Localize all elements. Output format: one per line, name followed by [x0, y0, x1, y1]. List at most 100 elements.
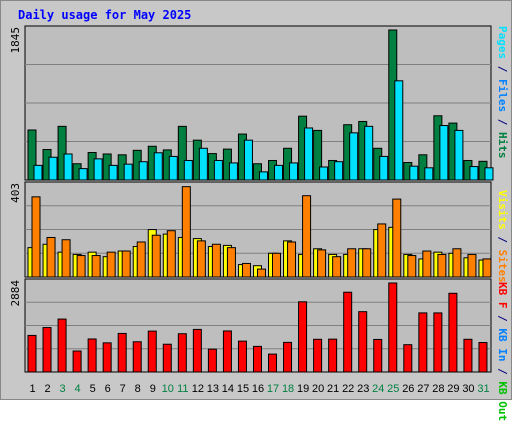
legend-entry: /: [496, 59, 509, 79]
day-label: 27: [417, 383, 429, 395]
bar-kbytes-kb-f: [207, 348, 217, 373]
bar-kbytes-kb-f: [328, 338, 338, 373]
bar-kbytes-kb-f: [388, 282, 398, 373]
bar-hits-files: [439, 125, 449, 181]
panel-sites-ymax-label: 403: [9, 183, 22, 203]
bar-sites-sites: [407, 255, 417, 278]
bar-sites-sites: [106, 251, 116, 278]
legend-entry: /: [496, 308, 509, 329]
day-label: 29: [447, 383, 459, 395]
day-label: 2: [44, 383, 50, 395]
bar-kbytes-kb-f: [237, 340, 247, 373]
bar-sites-sites: [482, 258, 492, 278]
bar-sites-sites: [377, 223, 387, 278]
bar-kbytes-kb-f: [463, 338, 473, 373]
day-label: 11: [177, 383, 188, 395]
day-label: 3: [60, 383, 66, 395]
bar-sites-sites: [422, 250, 432, 278]
bar-kbytes-kb-f: [298, 301, 308, 373]
legend-entry: /: [496, 229, 509, 250]
bar-kbytes-kb-f: [177, 333, 187, 373]
bar-sites-sites: [31, 196, 41, 278]
legend-entry: KB Out: [496, 381, 509, 421]
bar-sites-sites: [452, 248, 462, 278]
legend-middle: Visits / Sites: [496, 190, 509, 283]
bar-hits-hits: [313, 129, 323, 181]
panel-kbytes-ymax-label: 2884: [9, 280, 22, 307]
bar-kbytes-kb-f: [252, 345, 262, 373]
bar-kbytes-kb-f: [27, 334, 37, 373]
bar-hits-files: [108, 164, 118, 181]
day-label: 18: [282, 383, 294, 395]
chart-title: Daily usage for May 2025: [18, 8, 192, 22]
bar-kbytes-kb-f: [478, 342, 488, 373]
legend-entry: /: [496, 112, 509, 132]
bar-sites-sites: [166, 230, 176, 278]
bar-sites-sites: [241, 262, 251, 278]
bar-hits-files: [469, 166, 479, 181]
legend-entry: /: [496, 361, 509, 382]
bar-hits-files: [424, 167, 434, 181]
bar-sites-sites: [211, 243, 221, 278]
day-label: 12: [192, 383, 204, 395]
legend-bottom: KB F / KB In / KB Out: [496, 282, 509, 421]
bar-hits-files: [123, 163, 133, 181]
day-label: 28: [432, 383, 444, 395]
bar-hits-files: [63, 153, 73, 181]
bar-sites-sites: [61, 239, 71, 278]
bar-kbytes-kb-f: [117, 332, 127, 373]
bar-sites-sites: [136, 241, 146, 278]
bar-hits-files: [289, 162, 299, 181]
day-label: 17: [267, 383, 279, 395]
bar-kbytes-kb-f: [313, 338, 323, 373]
legend-entry: Hits: [496, 132, 509, 159]
bar-kbytes-kb-f: [102, 342, 112, 373]
day-label: 1: [29, 383, 35, 395]
bar-hits-files: [379, 155, 389, 181]
bar-hits-files: [349, 132, 359, 181]
bar-sites-sites: [46, 236, 56, 278]
panel-hits-ymax-label: 1845: [9, 27, 22, 54]
bar-kbytes-kb-f: [222, 330, 232, 373]
day-label: 19: [297, 383, 309, 395]
bar-hits-files: [334, 161, 344, 181]
bar-hits-files: [33, 164, 43, 181]
day-label: 7: [120, 383, 126, 395]
day-label: 31: [477, 383, 489, 395]
bar-kbytes-kb-f: [403, 344, 413, 373]
bar-hits-files: [183, 159, 193, 181]
bar-kbytes-kb-f: [147, 330, 157, 373]
bar-hits-files: [394, 80, 404, 181]
bar-sites-sites: [302, 195, 312, 278]
bar-kbytes-kb-f: [192, 328, 202, 373]
bar-kbytes-kb-f: [373, 338, 383, 373]
bar-kbytes-kb-f: [72, 350, 82, 373]
bar-sites-sites: [272, 252, 282, 278]
bar-kbytes-kb-f: [87, 338, 97, 373]
bar-kbytes-kb-f: [448, 292, 458, 373]
day-label: 24: [372, 383, 384, 395]
bar-kbytes-kb-f: [57, 318, 67, 373]
bar-hits-hits: [57, 125, 67, 181]
day-label: 23: [357, 383, 369, 395]
bar-kbytes-kb-f: [343, 291, 353, 373]
bar-kbytes-kb-f: [162, 343, 172, 373]
bar-hits-files: [168, 155, 178, 181]
day-label: 26: [402, 383, 414, 395]
day-label: 13: [207, 383, 219, 395]
bar-hits-files: [304, 127, 314, 181]
day-label: 30: [462, 383, 474, 395]
bar-hits-files: [484, 167, 494, 181]
legend-entry: KB F: [496, 282, 509, 309]
bar-sites-sites: [196, 240, 206, 278]
bar-sites-sites: [91, 255, 101, 278]
bar-sites-sites: [347, 248, 357, 278]
bar-kbytes-kb-f: [268, 353, 278, 373]
legend-entry: Visits: [496, 190, 509, 230]
day-label: 6: [105, 383, 111, 395]
bar-kbytes-kb-f: [42, 327, 52, 373]
day-label: 8: [135, 383, 141, 395]
bar-hits-files: [364, 125, 374, 181]
bar-kbytes-kb-f: [433, 312, 443, 373]
bar-sites-sites: [332, 256, 342, 278]
